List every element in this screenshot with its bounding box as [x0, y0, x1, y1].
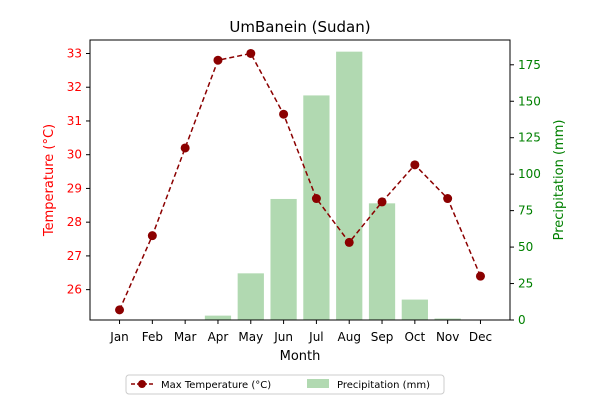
left-tick-label: 28 — [67, 215, 82, 229]
legend-label-temperature: Max Temperature (°C) — [161, 380, 271, 391]
precipitation-bar-may — [237, 273, 264, 320]
legend-line-marker — [138, 380, 146, 388]
temperature-point-jan — [115, 305, 125, 315]
precipitation-bar-apr — [204, 315, 232, 320]
temperature-point-jul — [311, 194, 321, 204]
right-tick-label: 125 — [518, 131, 541, 145]
x-tick-label: Aug — [338, 330, 361, 344]
left-tick-label: 31 — [67, 114, 82, 128]
x-tick-label: Nov — [436, 330, 459, 344]
legend: Max Temperature (°C) Precipitation (mm) — [125, 374, 445, 395]
precipitation-bar-nov — [434, 318, 461, 320]
temperature-line — [115, 48, 485, 315]
x-tick-label: Jan — [109, 330, 129, 344]
plot-frame — [89, 39, 511, 321]
left-tick-label: 32 — [67, 80, 82, 94]
chart-title: UmBanein (Sudan) — [229, 18, 370, 36]
x-tick-label: Jul — [308, 330, 323, 344]
temperature-point-may — [246, 48, 256, 58]
temperature-point-aug — [344, 237, 354, 247]
x-tick-label: May — [238, 330, 263, 344]
x-axis-label: Month — [280, 349, 321, 364]
temperature-point-nov — [443, 194, 453, 204]
left-axis-ticks: 26 27 28 29 30 31 32 33 — [67, 46, 90, 297]
temperature-point-apr — [213, 55, 223, 65]
right-axis-ticks: 0 25 50 75 100 125 150 175 — [510, 58, 541, 327]
left-tick-label: 26 — [67, 283, 82, 297]
left-tick-label: 29 — [67, 181, 82, 195]
left-tick-label: 33 — [67, 46, 82, 60]
precipitation-bars — [204, 51, 461, 321]
legend-box — [125, 374, 445, 395]
temperature-point-feb — [147, 231, 157, 241]
precipitation-bar-aug — [336, 51, 363, 321]
precipitation-bar-sep — [368, 203, 396, 320]
temperature-series-line — [118, 52, 482, 311]
x-tick-label: Mar — [174, 330, 197, 344]
x-tick-label: Sep — [371, 330, 394, 344]
x-tick-label: Dec — [469, 330, 492, 344]
x-tick-label: Feb — [142, 330, 163, 344]
temperature-point-jun — [279, 109, 289, 119]
x-tick-label: Apr — [208, 330, 229, 344]
right-tick-label: 25 — [518, 277, 533, 291]
x-tick-label: Jun — [273, 330, 293, 344]
precipitation-bar-oct — [401, 299, 428, 320]
legend-label-precipitation: Precipitation (mm) — [337, 380, 430, 391]
temperature-point-mar — [180, 143, 190, 153]
temperature-point-oct — [410, 160, 420, 170]
precipitation-bar-jul — [303, 95, 330, 321]
legend-bar-swatch — [307, 379, 329, 388]
precipitation-bar-jun — [270, 198, 297, 320]
x-axis-ticks: Jan Feb Mar Apr May Jun Jul Aug Sep Oct Nov Dec — [109, 320, 492, 344]
right-tick-label: 175 — [518, 58, 541, 72]
left-tick-label: 27 — [67, 249, 82, 263]
right-tick-label: 50 — [518, 240, 533, 254]
right-tick-label: 150 — [518, 94, 541, 108]
right-tick-label: 75 — [518, 204, 533, 218]
left-axis-label: Temperature (°C) — [42, 124, 57, 237]
left-tick-label: 30 — [67, 148, 82, 162]
temperature-point-dec — [475, 271, 485, 281]
right-tick-label: 100 — [518, 167, 541, 181]
x-tick-label: Oct — [404, 330, 425, 344]
temperature-point-sep — [377, 197, 387, 207]
right-axis-label: Precipitation (mm) — [552, 120, 567, 241]
right-tick-label: 0 — [518, 313, 526, 327]
